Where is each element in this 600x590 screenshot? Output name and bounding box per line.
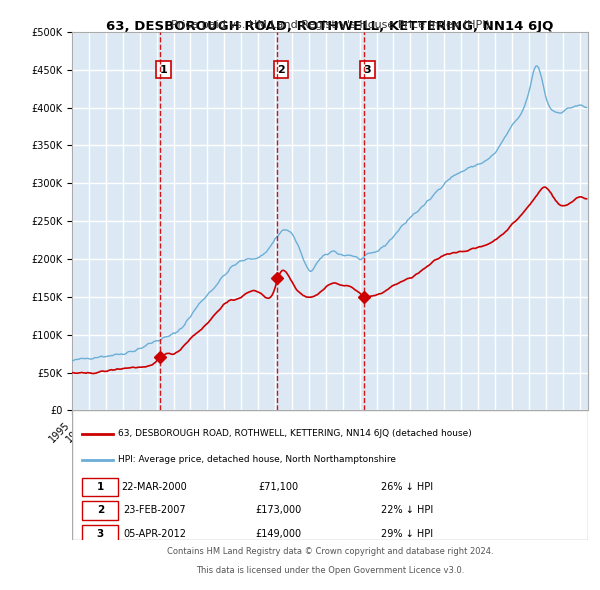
Text: 29% ↓ HPI: 29% ↓ HPI xyxy=(382,529,433,539)
Text: 1: 1 xyxy=(160,65,167,75)
Text: 3: 3 xyxy=(364,65,371,75)
Text: 23-FEB-2007: 23-FEB-2007 xyxy=(123,506,186,516)
Text: 26% ↓ HPI: 26% ↓ HPI xyxy=(382,482,433,492)
Text: HPI: Average price, detached house, North Northamptonshire: HPI: Average price, detached house, Nort… xyxy=(118,455,397,464)
Text: 63, DESBOROUGH ROAD, ROTHWELL, KETTERING, NN14 6JQ (detached house): 63, DESBOROUGH ROAD, ROTHWELL, KETTERING… xyxy=(118,430,472,438)
Text: Price paid vs. HM Land Registry's House Price Index (HPI): Price paid vs. HM Land Registry's House … xyxy=(170,19,490,30)
Text: 2: 2 xyxy=(277,65,284,75)
Text: 1: 1 xyxy=(97,482,104,492)
Bar xyxy=(82,525,118,543)
Text: £149,000: £149,000 xyxy=(256,529,301,539)
Text: 3: 3 xyxy=(97,529,104,539)
Bar xyxy=(82,478,118,496)
Text: 2: 2 xyxy=(97,506,104,516)
Text: 22% ↓ HPI: 22% ↓ HPI xyxy=(381,506,434,516)
Bar xyxy=(82,502,118,520)
Text: £173,000: £173,000 xyxy=(255,506,302,516)
Text: This data is licensed under the Open Government Licence v3.0.: This data is licensed under the Open Gov… xyxy=(196,566,464,575)
Text: Contains HM Land Registry data © Crown copyright and database right 2024.: Contains HM Land Registry data © Crown c… xyxy=(167,547,493,556)
Text: 22-MAR-2000: 22-MAR-2000 xyxy=(122,482,187,492)
Text: £71,100: £71,100 xyxy=(259,482,298,492)
Text: 05-APR-2012: 05-APR-2012 xyxy=(123,529,186,539)
Text: 63, DESBOROUGH ROAD, ROTHWELL, KETTERING, NN14 6JQ: 63, DESBOROUGH ROAD, ROTHWELL, KETTERING… xyxy=(106,20,554,33)
